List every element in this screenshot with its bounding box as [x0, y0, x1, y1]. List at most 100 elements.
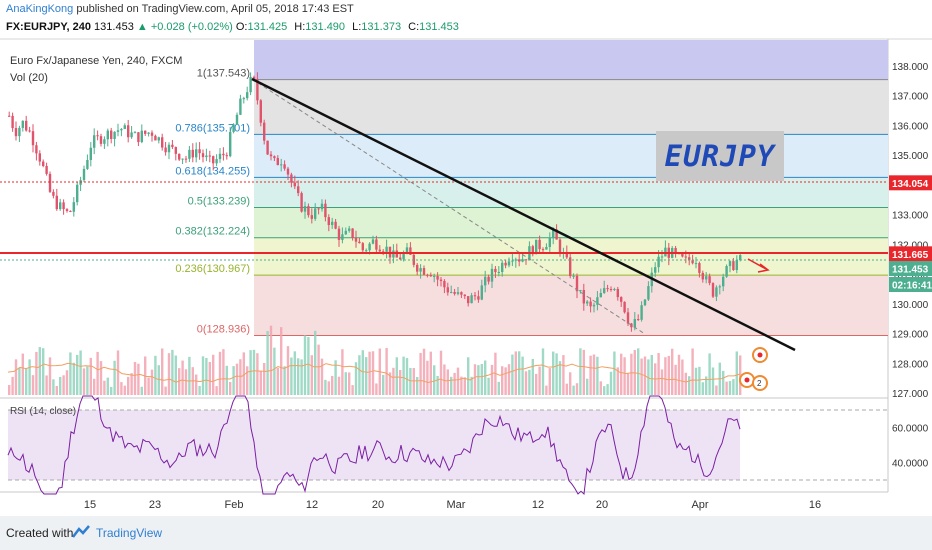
fib-level-label: 0(128.936) — [197, 323, 250, 335]
volume-bar — [558, 361, 562, 395]
volume-bar — [82, 368, 86, 395]
time-tick-label: 20 — [372, 499, 384, 511]
candle-body — [116, 130, 120, 132]
candle-body — [433, 276, 436, 278]
last-price: 131.453 — [94, 21, 134, 33]
candle-body — [589, 301, 592, 307]
volume-bar — [528, 369, 531, 395]
volume-bar — [569, 372, 572, 395]
price-chart[interactable]: 1(137.543) 0.786(135.701) 0.618(134.255) 0.… — [0, 0, 932, 516]
volume-bar — [722, 370, 725, 395]
price-axis[interactable]: 138.000137.000136.000135.000134.000133.0… — [892, 62, 929, 400]
candle-body — [647, 286, 650, 300]
candle-body — [252, 76, 256, 79]
price-tag-label: 131.665 — [892, 250, 929, 261]
volume-bar — [297, 358, 300, 395]
volume-bar — [242, 352, 245, 395]
candle-body — [276, 158, 279, 166]
volume-bar — [664, 357, 667, 395]
candle-body — [195, 149, 198, 158]
volume-bar — [310, 355, 313, 395]
volume-bar — [208, 362, 211, 395]
time-tick-label: 12 — [306, 499, 318, 511]
candle-body — [144, 130, 147, 134]
volume-bar — [694, 367, 698, 395]
candle-body — [45, 165, 48, 174]
volume-bar — [446, 369, 449, 395]
volume-bar — [640, 358, 643, 395]
volume-bar — [565, 383, 568, 395]
fib-dashed-line — [251, 78, 646, 335]
time-tick-label: Apr — [691, 499, 708, 511]
volume-bar — [331, 375, 334, 395]
volume-bar — [324, 379, 327, 395]
fib-level-label: 0.786(135.701) — [175, 122, 250, 134]
price-tag-box — [889, 175, 932, 191]
volume-bar — [450, 376, 453, 395]
candle-body — [344, 230, 347, 235]
rsi-line — [7, 395, 741, 496]
volume-bar — [453, 372, 456, 395]
event-marker-icon[interactable] — [752, 375, 768, 391]
volume-bar — [637, 348, 640, 395]
price-tick-label: 138.000 — [892, 62, 929, 73]
low-value: 131.373 — [361, 21, 402, 33]
arrow-head-icon — [757, 263, 770, 273]
candle-body — [477, 296, 480, 300]
candle-body — [72, 202, 75, 212]
volume-bar — [739, 355, 742, 395]
price-tick-label: 130.000 — [892, 300, 929, 311]
candle-body — [541, 249, 545, 251]
volume-bar — [395, 357, 398, 395]
candle-body — [450, 292, 453, 294]
candle-body — [310, 215, 313, 219]
created-with-text: Created with — [6, 526, 74, 540]
volume-bar — [630, 353, 633, 395]
projection-arrow — [747, 258, 767, 270]
candle-body — [637, 319, 640, 321]
fib-zone — [254, 134, 888, 178]
candle-body — [633, 319, 636, 328]
author-link[interactable]: AnaKingKong — [6, 3, 74, 15]
volume-bar — [113, 360, 116, 395]
price-change: ▲ +0.028 (+0.02%) — [136, 21, 233, 33]
volume-bar — [212, 354, 215, 395]
price-tag-box — [889, 277, 932, 292]
volume-bar — [48, 357, 52, 395]
candle-body — [205, 155, 208, 158]
volume-bar — [657, 353, 660, 395]
tradingview-link[interactable]: TradingView — [96, 526, 163, 540]
volume-bar — [732, 379, 735, 395]
tradingview-logo-icon[interactable] — [72, 525, 92, 539]
candle-body — [324, 203, 327, 218]
time-tick-label: 20 — [596, 499, 608, 511]
fib-zone — [254, 207, 888, 238]
volume-bar — [582, 349, 585, 395]
volume-bar — [62, 375, 65, 395]
rsi-tick-label: 40.0000 — [892, 459, 929, 470]
candle-body — [613, 288, 616, 290]
candle-body — [694, 263, 698, 265]
event-markers[interactable]: 2 — [739, 347, 768, 391]
candle-body — [470, 295, 473, 304]
candle-body — [722, 276, 725, 287]
candle-body — [616, 288, 619, 298]
fib-retracement[interactable]: 1(137.543) 0.786(135.701) 0.618(134.255) 0.… — [175, 40, 888, 336]
volume-bar — [708, 353, 711, 395]
watermark-text: EURJPY — [664, 139, 776, 173]
candle-body — [249, 76, 252, 93]
candle-body — [545, 246, 548, 250]
volume-bar — [555, 353, 558, 395]
volume-bar — [150, 369, 154, 395]
time-axis[interactable]: 15 23 Feb 12 20 Mar 12 20 Apr 16 — [84, 499, 821, 511]
candle-body — [317, 208, 320, 210]
volume-bar — [531, 358, 534, 395]
candle-body — [266, 140, 269, 155]
price-tick-label: 135.000 — [892, 151, 929, 162]
candle-body — [368, 243, 371, 251]
candle-body — [31, 131, 35, 146]
candle-body — [725, 266, 728, 277]
candle-body — [42, 161, 45, 166]
downtrend-line[interactable] — [251, 77, 796, 352]
high-label: H: — [294, 21, 306, 33]
